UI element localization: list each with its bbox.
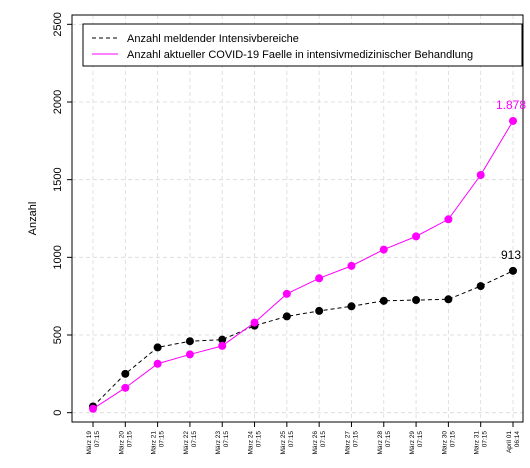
legend-box: [82, 23, 523, 67]
x-tick-label-date: März 31: [474, 431, 481, 455]
data-point-series-1: [218, 341, 227, 350]
y-axis-label: Anzahl: [27, 202, 39, 236]
series-line-0: [92, 270, 514, 407]
end-value-label-0: 913: [501, 248, 521, 262]
y-tick-label: 1000: [52, 245, 64, 269]
x-tick-label-date: März 29: [409, 431, 416, 455]
data-point-series-1: [444, 215, 453, 224]
y-tick-label: 1500: [52, 167, 64, 191]
x-tick-label: März 27 07:15: [344, 431, 359, 455]
data-point-series-1: [121, 383, 130, 392]
x-tick-label-time: 07:15: [126, 431, 133, 448]
data-point-series-1: [282, 289, 291, 298]
x-tick-label-date: März 26: [312, 431, 319, 455]
x-tick-label: April 01 06:14: [506, 431, 521, 453]
x-tick-label-time: 07:15: [320, 431, 327, 448]
x-tick-label-date: März 22: [183, 431, 190, 455]
y-tick-label: 0: [52, 410, 64, 416]
x-tick-label: März 25 07:15: [280, 431, 295, 455]
data-point-series-0: [282, 312, 291, 321]
data-point-series-1: [153, 359, 162, 368]
x-tick-label-date: März 30: [441, 431, 448, 455]
data-point-series-0: [476, 282, 485, 291]
data-point-series-0: [185, 337, 194, 346]
x-tick-label-time: 07:15: [223, 431, 230, 448]
x-tick-label-time: 07:15: [159, 431, 166, 448]
legend-label-0: Anzahl meldender Intensivbereiche: [127, 33, 299, 45]
x-tick-label: März 28 07:15: [377, 431, 392, 455]
x-tick-label: März 29 07:15: [409, 431, 424, 455]
x-tick-label-time: 07:15: [449, 431, 456, 448]
x-tick-label-date: März 25: [280, 431, 287, 455]
x-tick-label-time: 06:14: [514, 431, 521, 448]
data-point-series-1: [347, 261, 356, 270]
end-value-label-1: 1.878: [496, 98, 526, 112]
series-line-1: [92, 120, 514, 410]
x-tick-label-time: 07:15: [256, 431, 263, 448]
grid: [72, 15, 523, 422]
data-point-series-1: [185, 350, 194, 359]
data-point-series-1: [379, 245, 388, 254]
data-point-series-0: [412, 296, 421, 305]
x-tick-label: März 23 07:15: [215, 431, 230, 455]
data-point-series-0: [347, 302, 356, 311]
data-point-series-0: [153, 343, 162, 352]
x-tick-label: März 22 07:15: [183, 431, 198, 455]
x-tick-label: März 31 07:15: [474, 431, 489, 455]
data-point-series-1: [315, 274, 324, 283]
x-tick-label: März 24 07:15: [248, 431, 263, 455]
x-tick-label: März 20 07:15: [118, 431, 133, 455]
x-tick-label: März 19 07:15: [86, 431, 101, 455]
x-tick-label-date: März 24: [248, 431, 255, 455]
data-point-series-0: [379, 296, 388, 305]
x-tick-label-date: März 23: [215, 431, 222, 455]
data-point-series-0: [509, 266, 517, 275]
x-tick-label-date: März 20: [118, 431, 125, 455]
x-axis-ticks: März 19 07:15 März 20 07:15 März 21 07:15 März…: [86, 422, 521, 454]
data-point-series-1: [509, 116, 517, 125]
data-point-series-1: [412, 232, 421, 241]
legend: Anzahl meldender Intensivbereiche Anzahl …: [82, 23, 523, 67]
x-tick-label-time: 07:15: [288, 431, 295, 448]
data-point-series-1: [250, 318, 259, 327]
y-axis-ticks: 0 500 1000 1500 2000 2500: [52, 12, 72, 416]
x-tick-label: März 21 07:15: [151, 431, 166, 455]
data-point-series-1: [476, 171, 485, 180]
x-tick-label-date: März 19: [86, 431, 93, 455]
x-tick-label-date: März 21: [151, 431, 158, 455]
y-tick-label: 2000: [52, 90, 64, 114]
data-point-series-0: [444, 295, 453, 304]
data-point-series-0: [218, 335, 227, 344]
x-tick-label-time: 07:15: [482, 431, 489, 448]
y-tick-label: 2500: [52, 12, 64, 36]
data-point-series-0: [121, 369, 130, 378]
x-tick-label-date: März 27: [344, 431, 351, 455]
x-tick-label-date: März 28: [377, 431, 384, 455]
x-tick-label-time: 07:15: [191, 431, 198, 448]
x-tick-label-time: 07:15: [385, 431, 392, 448]
x-tick-label-time: 07:15: [417, 431, 424, 448]
x-tick-label-time: 07:15: [94, 431, 101, 448]
legend-label-1: Anzahl aktueller COVID-19 Faelle in inte…: [127, 49, 473, 61]
data-point-series-0: [315, 306, 324, 315]
plot-frame: [71, 14, 524, 423]
x-tick-label-date: April 01: [506, 431, 513, 453]
y-tick-label: 500: [52, 326, 64, 344]
x-tick-label: März 26 07:15: [312, 431, 327, 455]
data-point-series-1: [89, 404, 97, 413]
series-layer: 913 1.878: [89, 98, 526, 413]
x-tick-label-time: 07:15: [352, 431, 359, 448]
x-tick-label: März 30 07:15: [441, 431, 456, 455]
